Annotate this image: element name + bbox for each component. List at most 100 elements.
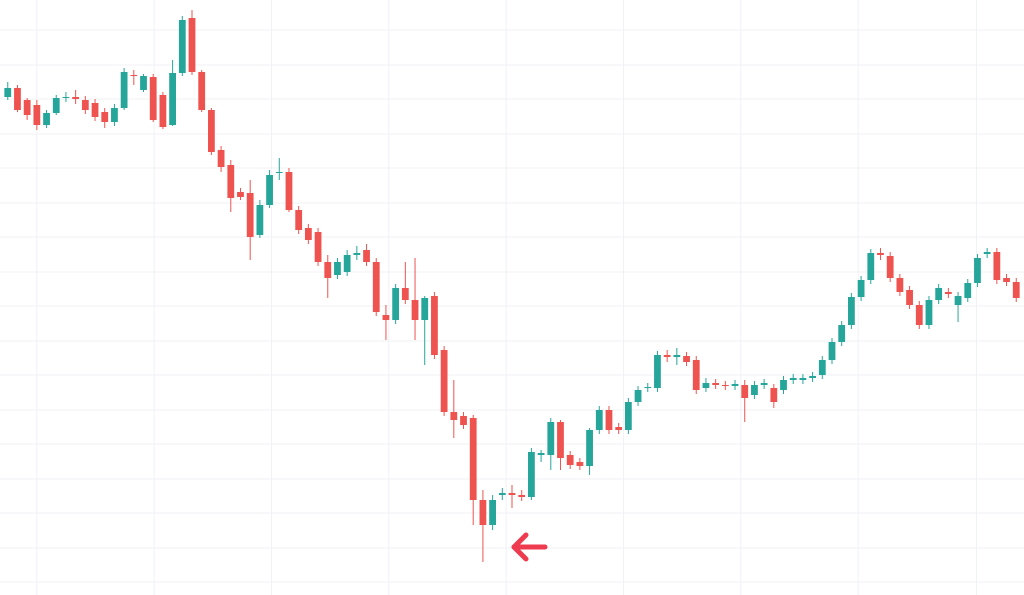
candle-body (489, 500, 496, 525)
candle-body (654, 355, 661, 388)
candle-body (828, 342, 836, 360)
candle-body (935, 288, 943, 300)
candle-body (809, 376, 816, 378)
candle-body (33, 105, 41, 125)
candle-body (537, 453, 545, 455)
candle-body (479, 500, 487, 525)
candle-body (217, 150, 225, 167)
candle-body (741, 385, 749, 398)
candle-body (712, 383, 720, 385)
candle-body (857, 280, 865, 297)
candle-body (353, 253, 361, 255)
candle-body (789, 378, 797, 380)
candle-body (915, 305, 923, 325)
candle-body (140, 76, 147, 90)
candle-body (848, 297, 855, 325)
candle-body (14, 88, 21, 110)
candle-body (576, 462, 584, 466)
candle-body (188, 18, 196, 72)
candle-body (372, 262, 380, 312)
candle-body (557, 422, 564, 458)
candle-body (1003, 278, 1010, 282)
candle-body (566, 455, 574, 465)
candle-body (4, 88, 12, 97)
candle-body (440, 350, 448, 412)
candle-body (149, 77, 157, 120)
candle-body (683, 356, 690, 362)
candle-body (974, 258, 981, 283)
arrow-annotation (511, 532, 548, 562)
candle-body (169, 73, 176, 125)
candle-body (528, 452, 535, 497)
candle-body (925, 300, 933, 325)
candle-body (411, 300, 419, 320)
candle-body (421, 298, 429, 320)
candle-body (508, 493, 516, 495)
candle-body (518, 495, 526, 497)
candle-body (702, 383, 710, 388)
candle-body (295, 210, 303, 230)
candle-body (246, 193, 254, 237)
candle-body (983, 252, 991, 254)
candle-body (101, 112, 109, 122)
candle-body (334, 262, 341, 275)
candle-body (944, 292, 952, 294)
candle-body (634, 390, 642, 402)
candle-body (237, 192, 244, 197)
candle-body (43, 113, 50, 125)
candle-body (498, 493, 506, 495)
candle-body (159, 95, 167, 127)
candle-body (52, 98, 60, 113)
candle-body (760, 383, 768, 385)
candle-body (877, 253, 884, 255)
candle-body (178, 20, 186, 73)
candle-body (692, 360, 700, 390)
candle-body (198, 72, 206, 110)
candle-body (799, 378, 807, 380)
candle-body (818, 360, 826, 375)
candle-body (605, 410, 613, 430)
candles (4, 10, 1020, 562)
candle-body (363, 250, 370, 262)
candle-body (256, 205, 264, 235)
candle-body (673, 355, 681, 357)
candle-body (208, 110, 215, 152)
candle-body (91, 103, 99, 117)
candle-body (993, 252, 1001, 280)
candle-body (896, 278, 904, 292)
candle-body (644, 387, 652, 388)
candle-body (751, 385, 758, 395)
candle-body (547, 422, 555, 455)
candle-body (460, 416, 467, 425)
candle-body (731, 384, 739, 386)
candle-body (721, 385, 729, 386)
candle-body (275, 172, 283, 173)
candle-body (964, 283, 972, 298)
candle-body (130, 75, 138, 76)
candle-body (392, 288, 400, 320)
candle-body (382, 315, 390, 320)
candle-body (72, 97, 80, 99)
candle-body (770, 388, 778, 402)
candle-body (615, 427, 623, 430)
candle-body (431, 296, 438, 355)
candle-body (663, 355, 671, 357)
candle-body (343, 255, 351, 272)
candle-body (867, 253, 875, 280)
candle-body (906, 290, 913, 305)
candle-body (314, 232, 322, 262)
candle-body (266, 175, 273, 205)
candle-body (469, 418, 477, 500)
candle-body (886, 256, 894, 278)
candle-body (324, 262, 332, 278)
candle-body (586, 430, 593, 466)
candle-body (595, 410, 603, 430)
candle-body (838, 325, 846, 342)
candle-body (780, 380, 787, 390)
candle-body (304, 228, 312, 240)
candle-body (81, 100, 89, 110)
candle-body (624, 402, 632, 430)
arrow-head (511, 532, 529, 562)
